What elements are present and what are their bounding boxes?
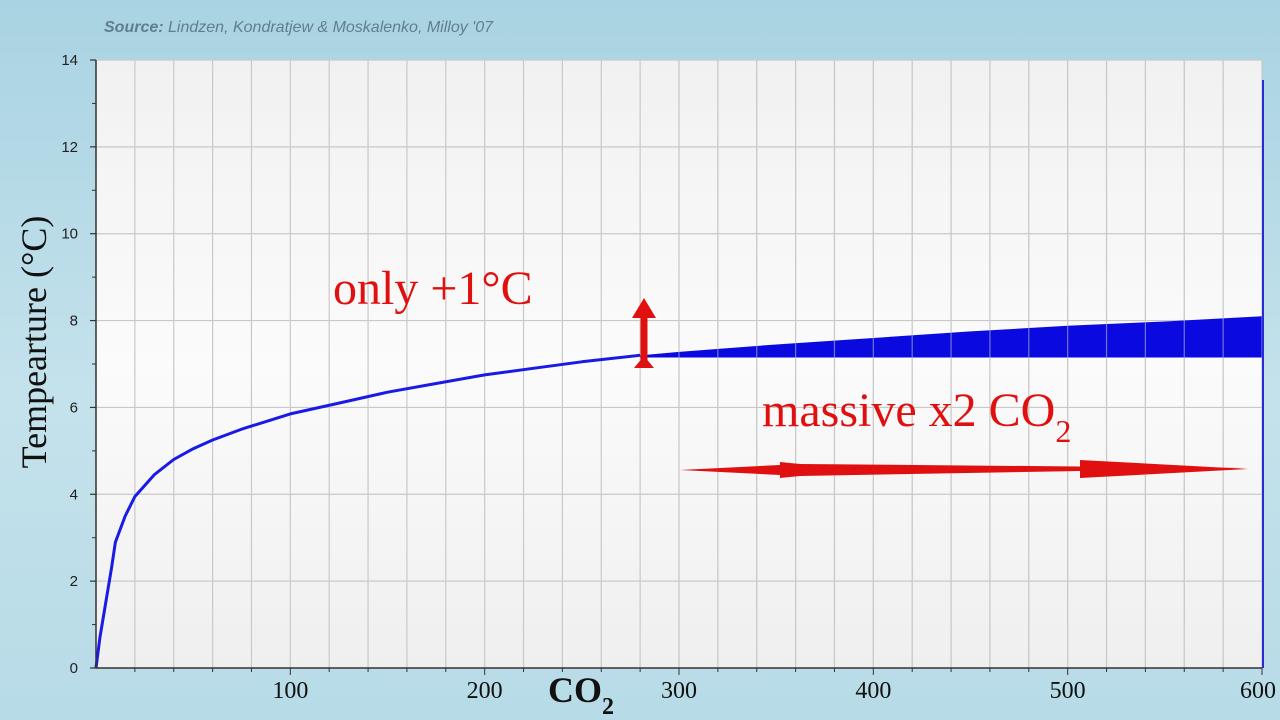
series-line — [94, 353, 641, 669]
up-arrow-head — [632, 298, 656, 318]
y-tick-label: 0 — [70, 660, 78, 677]
y-tick-label: 6 — [70, 399, 78, 416]
y-tick-label: 10 — [61, 226, 78, 243]
right-arrow — [680, 460, 1248, 478]
up-arrow — [632, 298, 656, 368]
x-tick-label: 600 — [1240, 678, 1276, 704]
source-label: Source: — [104, 19, 164, 36]
annotation-massive-x2: massive x2 CO2 — [762, 384, 1071, 449]
up-arrow-foot — [634, 356, 654, 368]
x-axis-label: CO2 — [548, 670, 614, 720]
annotation-massive-text: massive x2 CO — [762, 384, 1055, 437]
annotation-massive-sub: 2 — [1055, 413, 1071, 449]
y-tick-label: 2 — [70, 573, 78, 590]
right-arrow-head-end — [1080, 460, 1248, 478]
y-tick-label: 4 — [70, 486, 78, 503]
y-tick-label: 12 — [61, 139, 78, 156]
y-tick-label: 8 — [70, 313, 78, 330]
right-arrow-head-mid — [780, 462, 860, 478]
x-axis-label-sub: 2 — [602, 694, 614, 720]
x-tick-label: 400 — [855, 678, 891, 704]
y-tick-label: 14 — [61, 52, 78, 69]
annotations: only +1°C massive x2 CO2 — [333, 262, 1248, 478]
source-credit: Source: Lindzen, Kondratjew & Moskalenko… — [104, 19, 494, 36]
source-text: Lindzen, Kondratjew & Moskalenko, Milloy… — [168, 19, 494, 36]
x-ticks: 100 200 300 400 500 600 — [134, 668, 1276, 704]
x-tick-label: 500 — [1050, 678, 1086, 704]
x-tick-label: 100 — [272, 678, 308, 704]
y-ticks: 0 2 4 6 8 10 12 14 — [61, 52, 96, 677]
shaded-band — [640, 60, 1263, 668]
x-tick-label: 300 — [661, 678, 697, 704]
y-axis-label: Tempearture (°C) — [14, 216, 54, 469]
series-lines — [94, 353, 641, 669]
annotation-only-1c: only +1°C — [333, 262, 533, 315]
x-tick-label: 200 — [467, 678, 503, 704]
x-axis-label-main: CO — [548, 670, 602, 710]
